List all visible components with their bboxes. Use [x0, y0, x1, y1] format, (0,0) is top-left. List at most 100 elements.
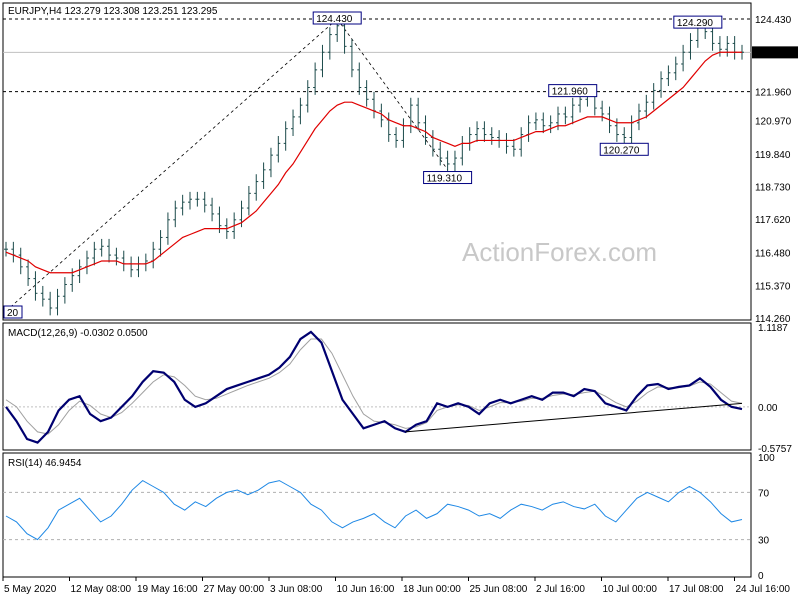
x-tick-label: 27 May 00:00: [204, 584, 265, 595]
price-annotation: 121.960: [548, 84, 598, 98]
price-bar: [570, 97, 575, 125]
price-bar: [725, 36, 730, 57]
price-bar: [283, 121, 288, 151]
price-bar: [305, 80, 310, 113]
price-bar: [158, 230, 163, 257]
price-bar: [394, 127, 399, 148]
x-tick-label: 18 Jun 00:00: [403, 584, 461, 595]
price-bar: [681, 44, 686, 72]
price-annotation-label: 124.290: [677, 18, 714, 29]
price-bar: [364, 80, 369, 107]
price-bar: [519, 127, 524, 157]
price-bar: [62, 277, 67, 304]
price-bar: [202, 191, 207, 213]
rsi-layer: [3, 479, 751, 541]
macd-tick-label: -0.5757: [758, 444, 792, 455]
price-bar: [659, 71, 664, 98]
price-bar: [423, 115, 428, 145]
price-bar: [357, 62, 362, 95]
price-bar: [541, 112, 546, 134]
macd-trendline: [405, 402, 743, 433]
price-bar: [327, 27, 332, 60]
price-bar: [107, 238, 112, 263]
ma-line: [5, 51, 742, 274]
price-annotation-label: 124.430: [316, 14, 353, 25]
price-bar: [482, 121, 487, 142]
x-tick-label: 10 Jul 00:00: [603, 584, 658, 595]
price-tick-label: 117.620: [755, 215, 791, 226]
price-bar: [666, 65, 671, 87]
price-bar: [717, 36, 722, 57]
price-annotation-box: [3, 305, 23, 319]
rise-trendline: [5, 18, 338, 312]
price-bar: [416, 97, 421, 131]
x-tick-label: 12 May 08:00: [71, 584, 132, 595]
macd-layer: [3, 330, 751, 444]
price-bar: [291, 109, 296, 137]
price-bar: [475, 121, 480, 142]
price-annotation: 124.290: [673, 15, 723, 29]
price-bar: [349, 38, 354, 78]
price-annotation-box: [548, 84, 598, 98]
price-bar: [563, 106, 568, 125]
axis-layer: 124.430 123.295 121.960 120.970 119.840 118.7…: [2, 15, 798, 595]
x-tick-label: 17 Jul 08:00: [669, 584, 724, 595]
price-bar: [548, 115, 553, 134]
rsi-title: RSI(14) 46.9454: [8, 458, 82, 469]
price-annotation-box: [423, 171, 473, 185]
price-annotation: 124.430: [312, 11, 362, 25]
price-bar: [261, 162, 266, 189]
price-bar: [246, 185, 251, 216]
price-bar: [673, 56, 678, 81]
x-tick-label: 24 Jul 16:00: [736, 584, 791, 595]
rsi-panel-frame: [2, 452, 752, 578]
rsi-tick-label: 100: [758, 453, 775, 464]
macd-panel-frame: [2, 322, 752, 451]
x-tick-label: 25 Jun 08:00: [470, 584, 528, 595]
price-bar: [33, 271, 38, 301]
price-tick-label: 116.480: [755, 249, 791, 260]
price-bar: [636, 103, 641, 131]
price-panel-frame: [2, 2, 752, 321]
price-bar: [298, 97, 303, 125]
watermark: ActionForex.com: [462, 237, 657, 267]
price-annotation-label: 20: [7, 308, 19, 319]
price-bar: [438, 141, 443, 166]
price-annotation: 119.310: [423, 171, 473, 185]
price-annotation-label: 120.270: [603, 145, 640, 156]
rsi-tick-label: 30: [758, 536, 770, 547]
x-tick-label: 5 May 2020: [4, 584, 57, 595]
price-bar: [688, 33, 693, 60]
price-bar: [651, 83, 656, 110]
price-annotation: 120.270: [599, 142, 649, 156]
price-bar: [710, 24, 715, 51]
price-bar: [600, 100, 605, 122]
price-bar: [4, 241, 8, 257]
price-bar: [511, 138, 516, 157]
price-bar: [188, 191, 192, 210]
price-tick-label: 114.260: [755, 314, 791, 325]
symbol-line: EURJPY,H4 123.279 123.308 123.251 123.29…: [8, 6, 218, 17]
macd-title: MACD(12,26,9) -0.0302 0.0500: [8, 328, 148, 339]
price-layer: 124.430 119.310 121.960 120.270 124.290 20: [3, 11, 751, 319]
macd-signal-line: [5, 338, 743, 435]
price-bar: [489, 127, 494, 145]
price-bar: [165, 212, 170, 245]
price-annotation-label: 121.960: [552, 87, 589, 98]
price-annotation-box: [312, 11, 362, 25]
price-bar: [320, 44, 325, 78]
price-tick-label: 115.370: [755, 281, 791, 292]
macd-main-line: [5, 330, 743, 444]
price-annotation-label: 119.310: [427, 174, 463, 185]
price-bar: [26, 259, 31, 286]
price-bar: [313, 62, 318, 95]
fall-trendline: [336, 18, 448, 170]
price-bar: [622, 127, 627, 145]
price-bar: [379, 103, 384, 128]
rsi-tick-label: 70: [758, 488, 770, 499]
rsi-tick-label: 0: [758, 571, 764, 582]
price-annotation-box: [599, 142, 649, 156]
price-bar: [210, 197, 215, 222]
